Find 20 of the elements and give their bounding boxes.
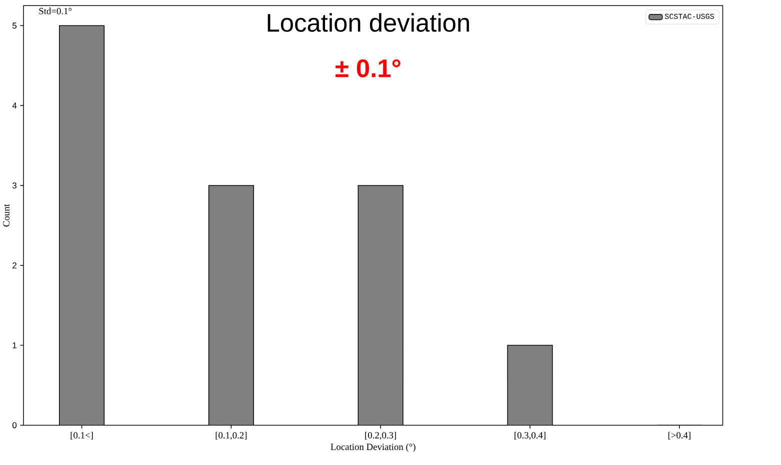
- y-tick-label: 3: [12, 182, 17, 189]
- x-tick-label: [0.1,0.2]: [216, 432, 247, 440]
- x-tick-label: [0.1<]: [70, 432, 93, 440]
- bar: [208, 185, 254, 426]
- y-tick-label: 4: [12, 102, 17, 109]
- x-tick-label: [0.3,0.4]: [514, 432, 546, 440]
- x-axis-title: Location Deviation (°): [330, 443, 416, 452]
- y-tick-label: 1: [12, 342, 16, 348]
- bar: [507, 344, 553, 426]
- annotation: Std=0.1°: [39, 8, 72, 14]
- x-tick-label: [0.2,0.3]: [365, 432, 396, 440]
- chart-title: Location deviation: [268, 13, 469, 32]
- x-tick-label: [>0.4]: [668, 432, 690, 440]
- bar: [58, 25, 105, 426]
- y-tick-label: 2: [12, 262, 16, 268]
- bar: [358, 185, 404, 426]
- y-axis-title: Count: [3, 204, 10, 227]
- y-tick-label: 5: [12, 22, 17, 29]
- y-tick-label: 0: [12, 422, 17, 428]
- text: ± 0.1°: [336, 59, 400, 78]
